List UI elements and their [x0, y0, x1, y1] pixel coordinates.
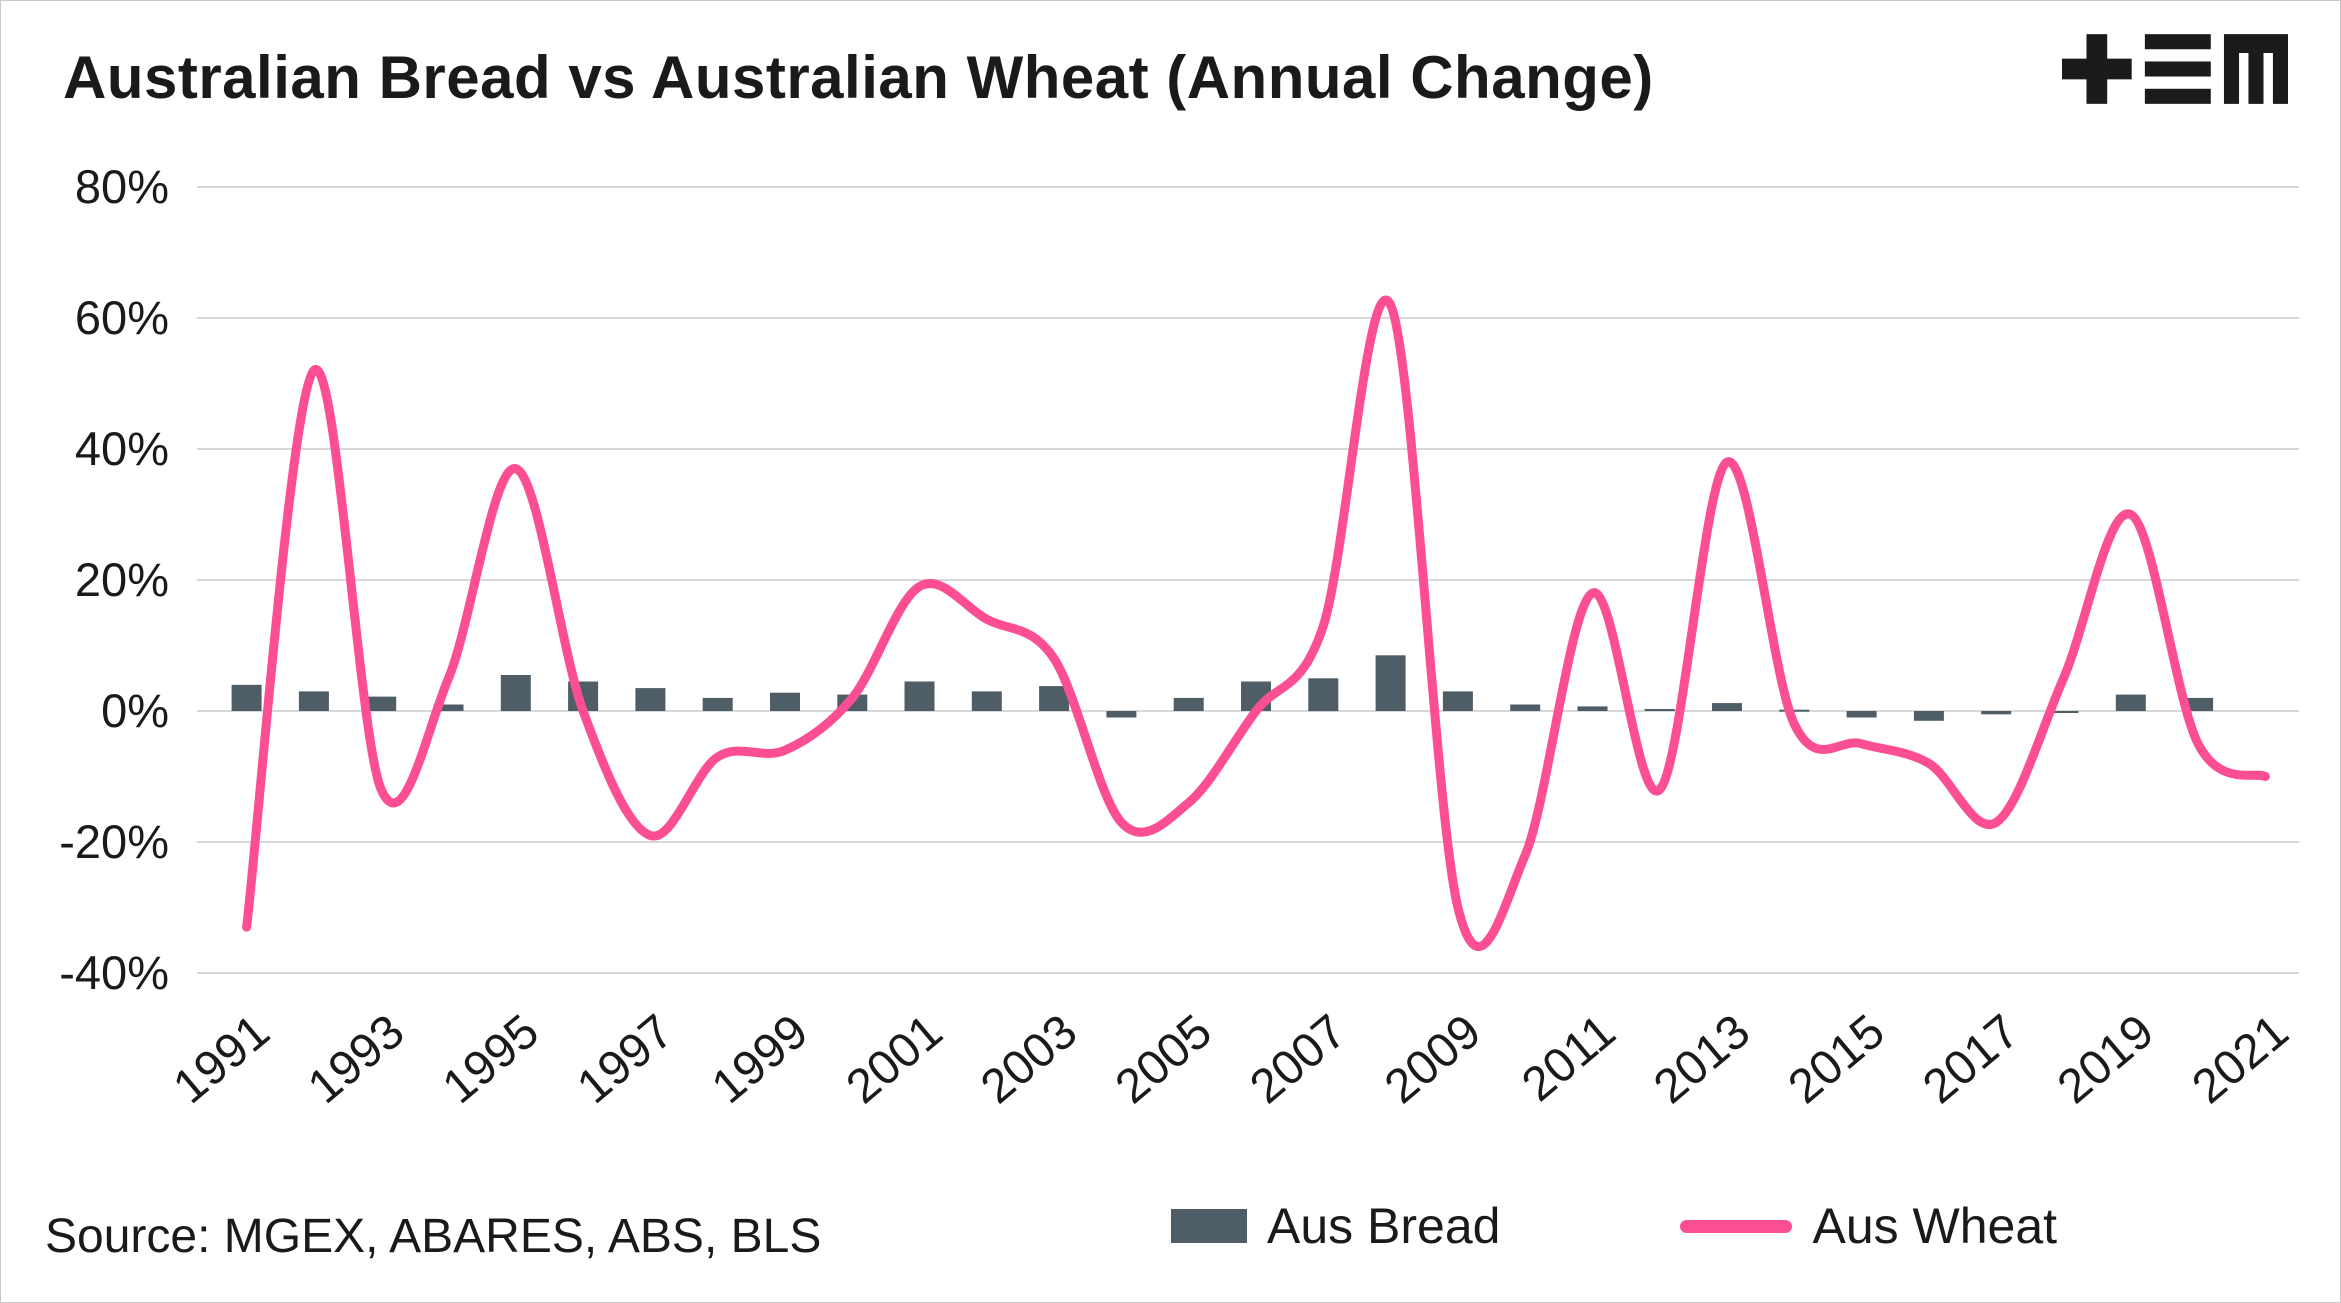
chart-title: Australian Bread vs Australian Wheat (An… — [63, 44, 1654, 111]
x-axis-labels: 1991 1993 1995 1997 1999 2001 2003 2005 2007 2009… — [164, 1005, 2299, 1114]
wheat-line — [242, 295, 2270, 951]
svg-text:40%: 40% — [75, 422, 169, 475]
x-tick-2011: 2011 — [1512, 1005, 1625, 1112]
bar-1995 — [500, 675, 531, 711]
x-tick-1999: 1999 — [702, 1005, 818, 1114]
bar-2017 — [1981, 711, 2012, 715]
bar-2019 — [2115, 694, 2146, 711]
gridlines — [197, 186, 2299, 974]
x-tick-1997: 1997 — [568, 1005, 684, 1114]
x-tick-2003: 2003 — [971, 1005, 1087, 1114]
bar-2010 — [1510, 704, 1541, 711]
svg-text:80%: 80% — [75, 160, 169, 213]
bar-1998 — [702, 697, 733, 711]
x-tick-2019: 2019 — [2048, 1005, 2164, 1114]
bread-bars — [231, 655, 2214, 721]
bar-2020 — [2183, 697, 2214, 711]
bar-2016 — [1913, 711, 1944, 721]
legend-item-bread: Aus Bread — [1171, 1197, 1500, 1255]
svg-text:0%: 0% — [101, 684, 169, 737]
x-tick-1993: 1993 — [298, 1005, 414, 1114]
bar-1993 — [366, 696, 397, 711]
bar-2011 — [1577, 706, 1608, 711]
bar-1991 — [231, 684, 262, 711]
bar-2004 — [1106, 711, 1137, 718]
legend: Aus Bread Aus Wheat — [1171, 1197, 2057, 1255]
x-tick-2021: 2021 — [2183, 1005, 2299, 1114]
bar-2014 — [1779, 709, 1810, 712]
x-tick-2013: 2013 — [1644, 1005, 1760, 1114]
x-tick-2005: 2005 — [1106, 1005, 1222, 1114]
bar-2009 — [1442, 691, 1473, 711]
bar-2015 — [1846, 711, 1877, 718]
svg-text:60%: 60% — [75, 291, 169, 344]
legend-wheat-label: Aus Wheat — [1812, 1198, 2058, 1254]
bar-2013 — [1712, 703, 1742, 711]
bar-1999 — [770, 692, 800, 711]
bar-2012 — [1644, 709, 1675, 711]
x-tick-2017: 2017 — [1913, 1005, 2029, 1114]
bar-2002 — [971, 691, 1002, 711]
legend-bread-label: Aus Bread — [1267, 1198, 1501, 1254]
bar-1994 — [433, 704, 464, 711]
tem-logo-shapes — [2062, 34, 2288, 104]
x-tick-2009: 2009 — [1375, 1005, 1491, 1114]
x-tick-2015: 2015 — [1779, 1005, 1895, 1114]
svg-text:-40%: -40% — [59, 946, 169, 999]
x-tick-2001: 2001 — [837, 1005, 953, 1114]
bar-2008 — [1375, 655, 1406, 711]
bar-2001 — [904, 681, 935, 711]
x-tick-2007: 2007 — [1241, 1005, 1357, 1114]
legend-item-wheat: Aus Wheat — [1680, 1197, 2057, 1255]
x-tick-1995: 1995 — [433, 1005, 549, 1114]
wheat-swatch — [1680, 1219, 1793, 1233]
bread-swatch — [1171, 1209, 1247, 1243]
source-note: Source: MGEX, ABARES, ABS, BLS — [45, 1210, 822, 1263]
bar-1997 — [635, 688, 666, 711]
svg-text:20%: 20% — [75, 553, 169, 606]
svg-text:-20%: -20% — [59, 815, 169, 868]
bar-2018 — [2048, 711, 2079, 713]
x-tick-1991: 1991 — [164, 1005, 280, 1114]
bar-2003 — [1039, 686, 1070, 711]
y-axis-labels: 80% 60% 40% 20% 0% -20% -40% — [59, 160, 169, 999]
bar-1992 — [298, 691, 329, 711]
tem-logo — [2062, 34, 2288, 104]
bar-2005 — [1173, 697, 1204, 711]
bar-2007 — [1308, 678, 1339, 712]
